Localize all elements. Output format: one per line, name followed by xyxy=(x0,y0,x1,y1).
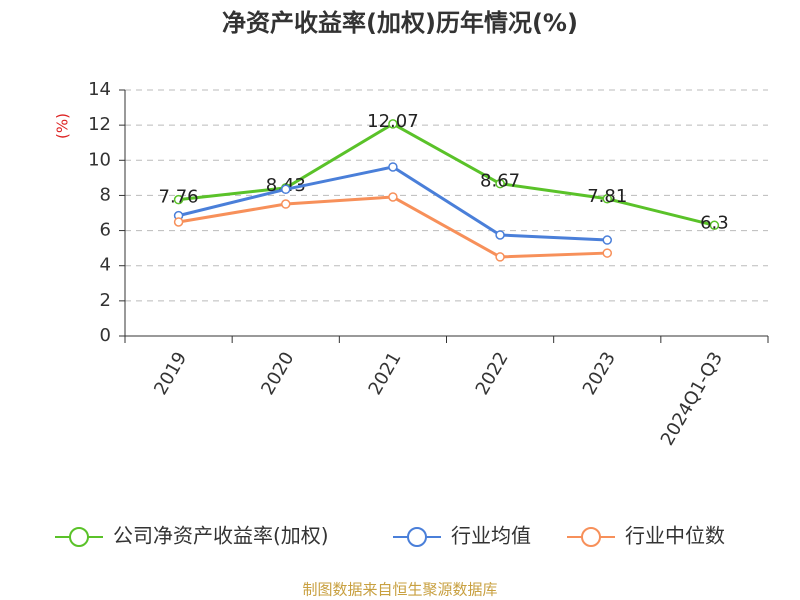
point xyxy=(388,192,398,202)
data-label: 12.07 xyxy=(367,111,419,132)
legend-label: 公司净资产收益率(加权) xyxy=(113,524,329,548)
series-line xyxy=(178,122,715,227)
point xyxy=(495,178,505,189)
y-tick-label: 0 xyxy=(100,325,111,346)
footer: 制图数据来自恒生聚源数据库 xyxy=(302,581,497,599)
legend-marker xyxy=(581,527,601,547)
point xyxy=(173,194,184,205)
point xyxy=(388,162,398,172)
point xyxy=(173,217,184,227)
point xyxy=(602,235,612,245)
point xyxy=(709,220,720,231)
legend-marker xyxy=(69,527,89,547)
y-tick-label: 4 xyxy=(100,255,111,276)
point xyxy=(602,194,612,204)
x-tick-label: 2022 xyxy=(472,349,513,399)
y-tick-label: 6 xyxy=(100,220,111,241)
y-tick-label: 2 xyxy=(100,290,111,311)
x-tick-label: 2021 xyxy=(364,349,405,399)
point xyxy=(602,248,612,258)
x-tick-label: 2023 xyxy=(579,349,620,399)
legend-marker xyxy=(407,527,427,547)
point xyxy=(495,252,505,262)
chart-title: 净资产收益率(加权)历年情况(%) xyxy=(222,9,578,37)
y-tick-label: 14 xyxy=(88,79,111,100)
data-label: 6.3 xyxy=(700,212,729,233)
y-tick-label: 8 xyxy=(100,184,111,205)
data-label: 7.81 xyxy=(587,186,627,207)
x-tick-label: 2020 xyxy=(257,349,298,399)
series-line xyxy=(178,165,608,242)
point xyxy=(495,230,505,240)
data-label: 7.76 xyxy=(159,187,199,208)
point xyxy=(281,184,291,195)
y-tick-label: 12 xyxy=(88,114,111,135)
y-axis-label: (%) xyxy=(54,113,72,139)
series-line xyxy=(178,195,608,259)
legend-label: 行业中位数 xyxy=(625,524,725,548)
x-tick-label: 2024Q1-Q3 xyxy=(657,349,727,450)
y-tick-label: 10 xyxy=(88,149,111,170)
point xyxy=(388,119,398,129)
x-tick-label: 2019 xyxy=(150,349,191,399)
point xyxy=(281,199,291,209)
data-label: 8.67 xyxy=(480,171,520,192)
legend-label: 行业均值 xyxy=(451,524,531,548)
